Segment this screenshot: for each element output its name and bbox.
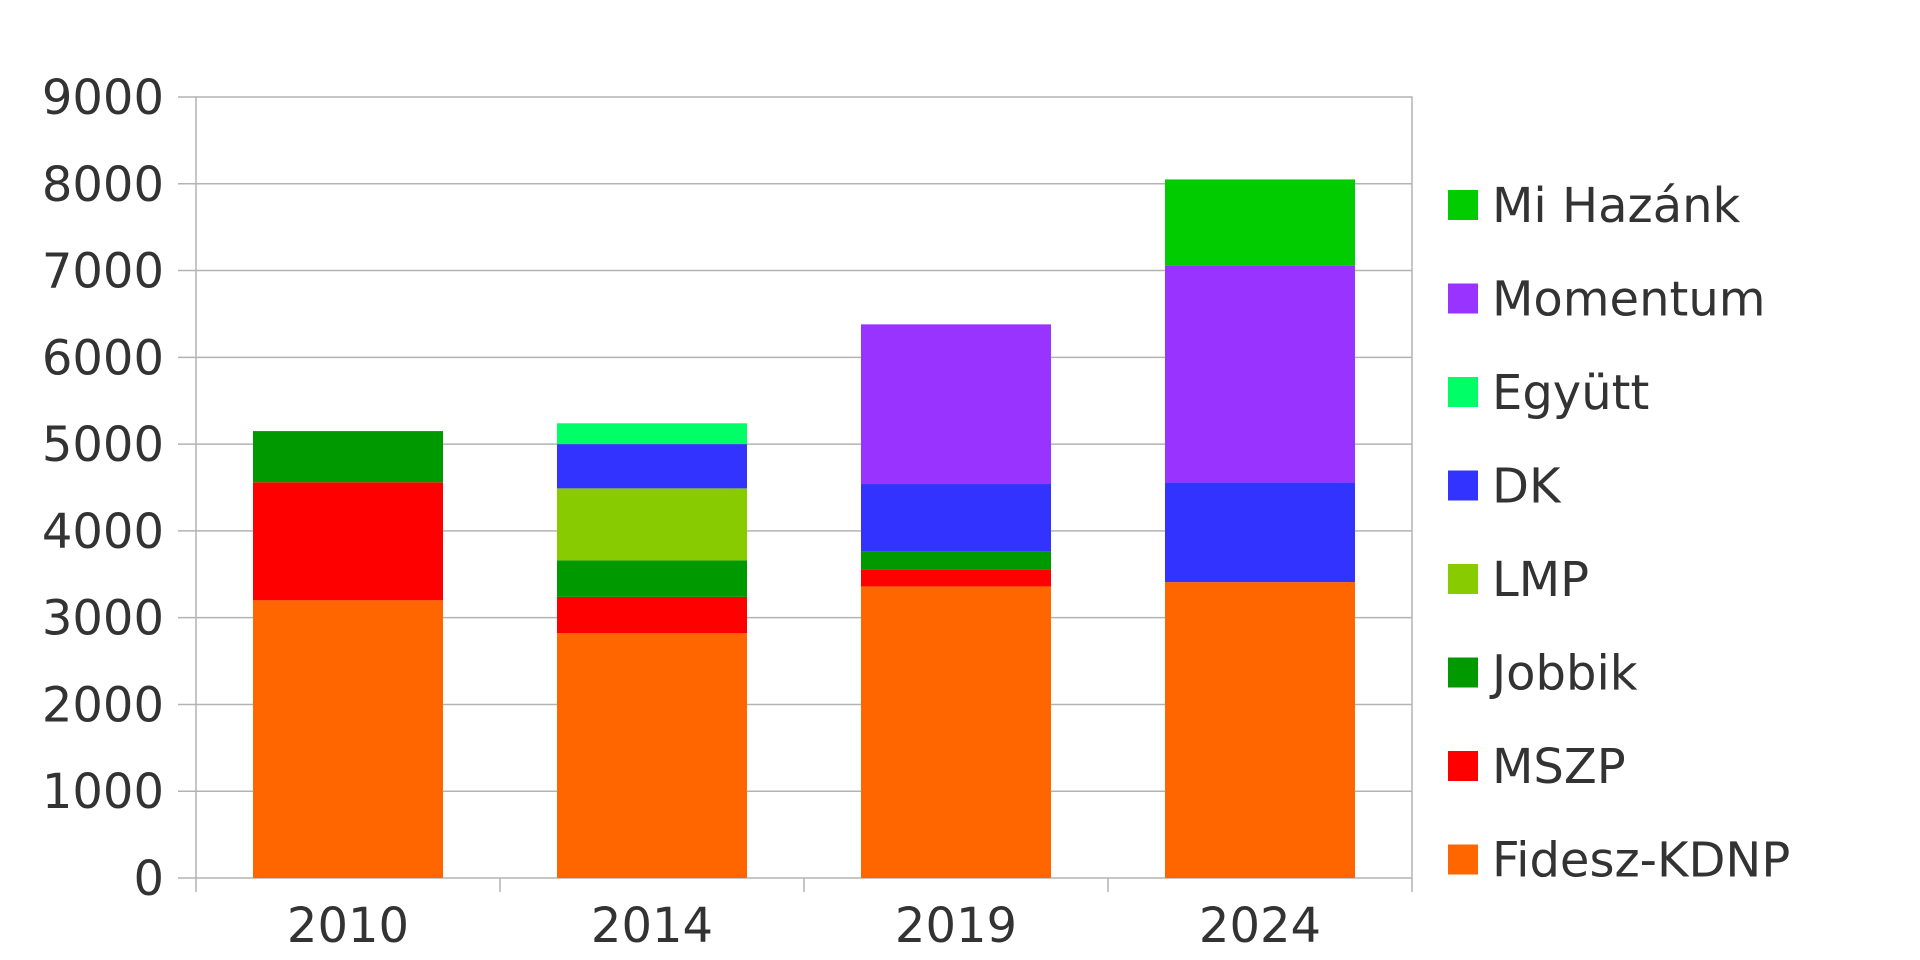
bars	[253, 179, 1355, 878]
x-tick-label: 2019	[895, 898, 1017, 954]
bar-segment-fidesz-kdnp-2010	[253, 600, 443, 878]
bar-segment-dk-2014	[557, 444, 747, 489]
bar-segment-egy-tt-2014	[557, 423, 747, 445]
legend-label-egy-tt: Együtt	[1492, 365, 1649, 421]
bar-segment-jobbik-2019	[861, 551, 1051, 570]
legend-swatch-mszp	[1448, 751, 1478, 781]
bar-segment-mszp-2019	[861, 569, 1051, 587]
bar-segment-fidesz-kdnp-2014	[557, 633, 747, 878]
legend-swatch-egy-tt	[1448, 377, 1478, 407]
y-tick-label: 8000	[42, 157, 164, 213]
legend-label-jobbik: Jobbik	[1489, 646, 1638, 702]
legend-label-mszp: MSZP	[1492, 739, 1626, 795]
bar-segment-dk-2019	[861, 484, 1051, 552]
bar-segment-dk-2024	[1165, 482, 1355, 583]
bar-segment-momentum-2024	[1165, 265, 1355, 483]
y-tick-label: 2000	[42, 677, 164, 733]
legend-label-dk: DK	[1492, 459, 1562, 515]
y-tick-label: 1000	[42, 764, 164, 820]
x-tick-label: 2010	[287, 898, 409, 954]
axes: 0 1000 2000 3000 4000 5000 6000 7000 8000 9000 201…	[42, 70, 1413, 954]
legend-swatch-dk	[1448, 470, 1478, 501]
y-tick-label: 6000	[42, 330, 164, 386]
bar-segment-jobbik-2010	[253, 431, 443, 483]
legend-label-fidesz-kdnp: Fidesz-KDNP	[1492, 833, 1790, 889]
legend-swatch-mi-haz-nk	[1448, 190, 1478, 220]
y-tick-label: 4000	[42, 504, 164, 560]
x-tick-label: 2014	[591, 898, 713, 954]
bar-segment-fidesz-kdnp-2024	[1165, 582, 1355, 878]
bar-segment-fidesz-kdnp-2019	[861, 586, 1051, 878]
y-tick-label: 7000	[42, 244, 164, 300]
y-tick-label: 0	[133, 851, 164, 907]
bar-segment-mszp-2010	[253, 482, 443, 601]
legend-swatch-lmp	[1448, 564, 1478, 594]
legend-label-mi-haz-nk: Mi Hazánk	[1492, 178, 1741, 234]
y-tick-label: 5000	[42, 417, 164, 473]
y-tick-label: 3000	[42, 591, 164, 647]
legend-swatch-fidesz-kdnp	[1448, 844, 1478, 875]
legend-label-lmp: LMP	[1492, 552, 1589, 608]
y-tick-label: 9000	[42, 70, 164, 126]
legend: Mi Hazánk Momentum Együtt DK LMP Jobbik MSZP Fi…	[1448, 178, 1790, 889]
bar-segment-mi-haz-nk-2024	[1165, 179, 1355, 266]
legend-swatch-jobbik	[1448, 657, 1478, 688]
bar-segment-lmp-2014	[557, 488, 747, 561]
bar-segment-momentum-2019	[861, 324, 1051, 485]
x-tick-label: 2024	[1199, 898, 1321, 954]
bar-segment-mszp-2014	[557, 596, 747, 634]
legend-swatch-momentum	[1448, 283, 1478, 314]
bar-segment-jobbik-2014	[557, 560, 747, 597]
legend-label-momentum: Momentum	[1492, 272, 1766, 328]
